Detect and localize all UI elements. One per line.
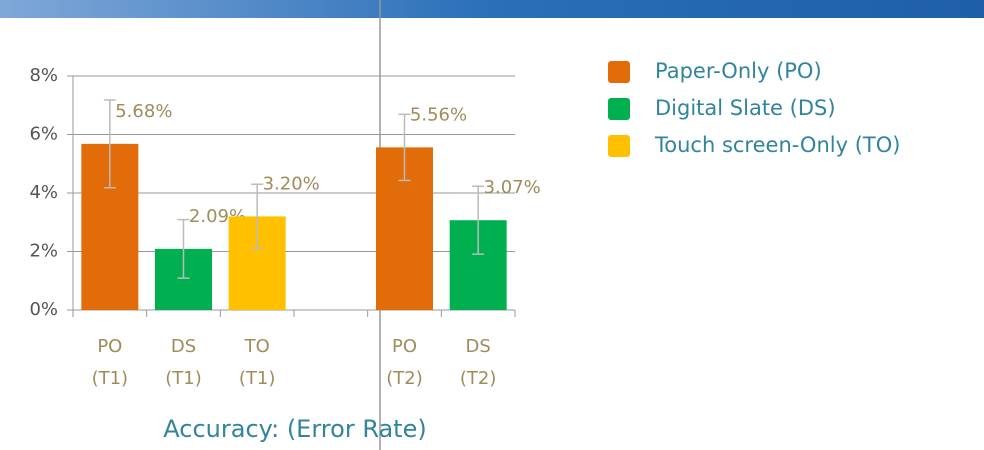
y-tick-label: 8% (29, 65, 58, 86)
y-tick-label: 6% (29, 124, 58, 145)
legend-label: Touch screen-Only (TO) (654, 133, 900, 157)
legend-label: Digital Slate (DS) (655, 96, 836, 120)
value-label: 3.20% (263, 173, 320, 194)
x-tick-label: PO (97, 336, 122, 357)
x-tick-label: PO (392, 336, 417, 357)
value-label: 3.07% (484, 177, 541, 198)
x-tick-label: (T1) (239, 368, 276, 389)
chart-title: Accuracy: (Error Rate) (163, 415, 426, 443)
legend-swatch (608, 98, 630, 120)
header-band (0, 0, 984, 18)
legend-swatch (608, 135, 630, 157)
x-tick-label: DS (171, 336, 196, 357)
y-tick-label: 4% (29, 182, 58, 203)
y-tick-label: 0% (29, 299, 58, 320)
value-label: 5.68% (115, 101, 172, 122)
x-tick-label: (T2) (460, 368, 497, 389)
x-tick-label: (T1) (92, 368, 129, 389)
legend-swatch (608, 61, 630, 83)
x-tick-label: (T1) (165, 368, 202, 389)
legend-label: Paper-Only (PO) (655, 59, 822, 83)
value-label: 5.56% (410, 104, 467, 125)
x-tick-label: TO (244, 336, 270, 357)
y-tick-label: 2% (29, 241, 58, 262)
x-tick-label: (T2) (386, 368, 423, 389)
x-tick-label: DS (466, 336, 491, 357)
